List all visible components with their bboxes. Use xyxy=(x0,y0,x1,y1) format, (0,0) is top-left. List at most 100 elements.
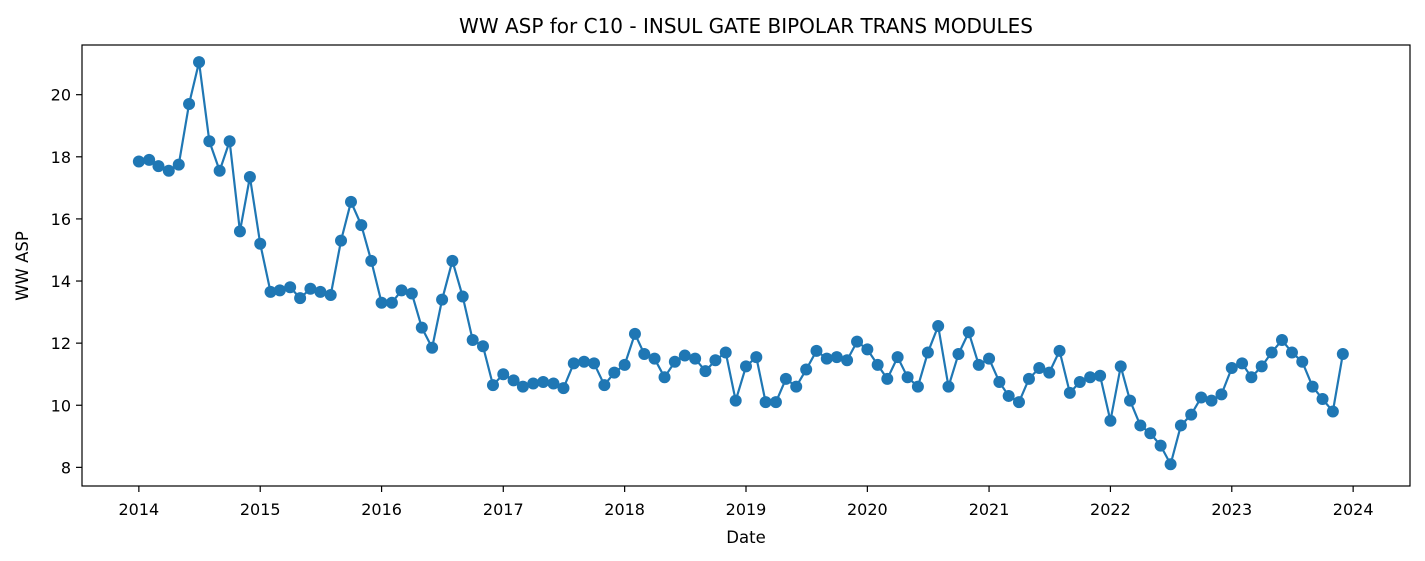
data-point xyxy=(1144,427,1157,440)
data-point xyxy=(365,254,378,267)
y-tick-label: 12 xyxy=(51,334,71,353)
data-point xyxy=(810,344,823,357)
data-point xyxy=(273,284,286,297)
data-point xyxy=(223,135,236,148)
data-point xyxy=(143,153,156,166)
x-tick-label: 2021 xyxy=(969,500,1010,519)
data-point xyxy=(608,366,621,379)
data-point xyxy=(942,380,955,393)
data-point xyxy=(740,360,752,373)
data-point xyxy=(1094,369,1107,382)
data-point xyxy=(446,254,459,267)
data-point xyxy=(1285,346,1298,359)
y-tick-label: 18 xyxy=(51,148,71,167)
data-point xyxy=(830,351,843,364)
data-point xyxy=(1255,360,1268,373)
y-tick-label: 10 xyxy=(51,396,71,415)
data-point xyxy=(628,327,641,340)
data-point xyxy=(426,341,439,354)
x-tick-label: 2016 xyxy=(361,500,402,519)
data-point xyxy=(1236,357,1249,370)
data-point xyxy=(456,290,469,303)
data-point xyxy=(820,352,833,365)
data-point xyxy=(132,155,145,168)
data-point xyxy=(233,225,246,238)
data-point xyxy=(1124,394,1137,407)
data-point xyxy=(476,340,489,353)
data-point xyxy=(983,352,996,365)
data-point xyxy=(172,158,185,171)
data-point xyxy=(254,237,267,250)
x-tick-label: 2018 xyxy=(604,500,645,519)
chart-title: WW ASP for C10 - INSUL GATE BIPOLAR TRAN… xyxy=(459,14,1033,38)
data-point xyxy=(1225,361,1238,374)
x-tick-label: 2019 xyxy=(726,500,767,519)
data-point xyxy=(901,371,914,384)
data-point xyxy=(911,380,924,393)
data-point xyxy=(497,368,510,381)
data-point xyxy=(841,354,854,367)
y-tick-label: 16 xyxy=(51,210,71,229)
data-point xyxy=(658,371,671,384)
data-point xyxy=(881,372,894,385)
data-point xyxy=(314,285,327,298)
data-point xyxy=(1022,372,1035,385)
data-point xyxy=(152,160,165,173)
data-point xyxy=(709,354,722,367)
data-point xyxy=(1336,348,1349,361)
data-point xyxy=(1043,366,1056,379)
data-point xyxy=(537,375,550,388)
data-point xyxy=(779,372,792,385)
data-point xyxy=(972,358,985,371)
data-point xyxy=(436,293,449,306)
data-point xyxy=(993,375,1006,388)
data-point xyxy=(932,320,945,333)
series-layer xyxy=(132,56,1349,471)
data-point xyxy=(1053,344,1066,357)
data-point xyxy=(699,365,712,378)
data-point xyxy=(1164,458,1177,471)
data-point xyxy=(1002,389,1015,402)
data-point xyxy=(385,296,398,309)
data-point xyxy=(395,284,408,297)
x-tick-label: 2015 xyxy=(240,500,281,519)
data-point xyxy=(294,292,307,305)
data-point xyxy=(344,195,357,208)
data-point xyxy=(162,164,175,177)
x-tick-label: 2023 xyxy=(1211,500,1252,519)
plot-frame xyxy=(81,44,1411,487)
data-point xyxy=(618,358,631,371)
y-axis-ticks: 8 10 12 14 16 18 20 xyxy=(51,86,82,477)
x-axis-label: Date xyxy=(726,528,765,547)
data-point xyxy=(578,355,591,368)
data-point xyxy=(861,343,874,356)
y-tick-label: 20 xyxy=(51,86,71,105)
data-point xyxy=(405,287,418,300)
data-point xyxy=(264,285,277,298)
x-tick-label: 2014 xyxy=(118,500,159,519)
data-point xyxy=(1154,439,1167,452)
data-point xyxy=(952,348,965,361)
data-point xyxy=(678,349,691,362)
data-point xyxy=(1104,414,1117,427)
data-point xyxy=(750,351,763,364)
data-point xyxy=(183,98,196,111)
x-tick-label: 2020 xyxy=(847,500,888,519)
data-point xyxy=(598,379,611,392)
data-point xyxy=(193,56,206,69)
data-point xyxy=(962,326,975,339)
data-point xyxy=(790,380,803,393)
data-point xyxy=(203,135,216,148)
data-point xyxy=(355,219,368,232)
data-point xyxy=(1012,396,1025,409)
data-point xyxy=(1306,380,1319,393)
data-point xyxy=(1114,360,1127,373)
data-point xyxy=(729,394,742,407)
data-point xyxy=(415,321,428,334)
y-tick-label: 14 xyxy=(51,272,71,291)
data-point xyxy=(769,396,782,409)
data-point xyxy=(547,377,560,390)
data-point xyxy=(527,377,540,390)
